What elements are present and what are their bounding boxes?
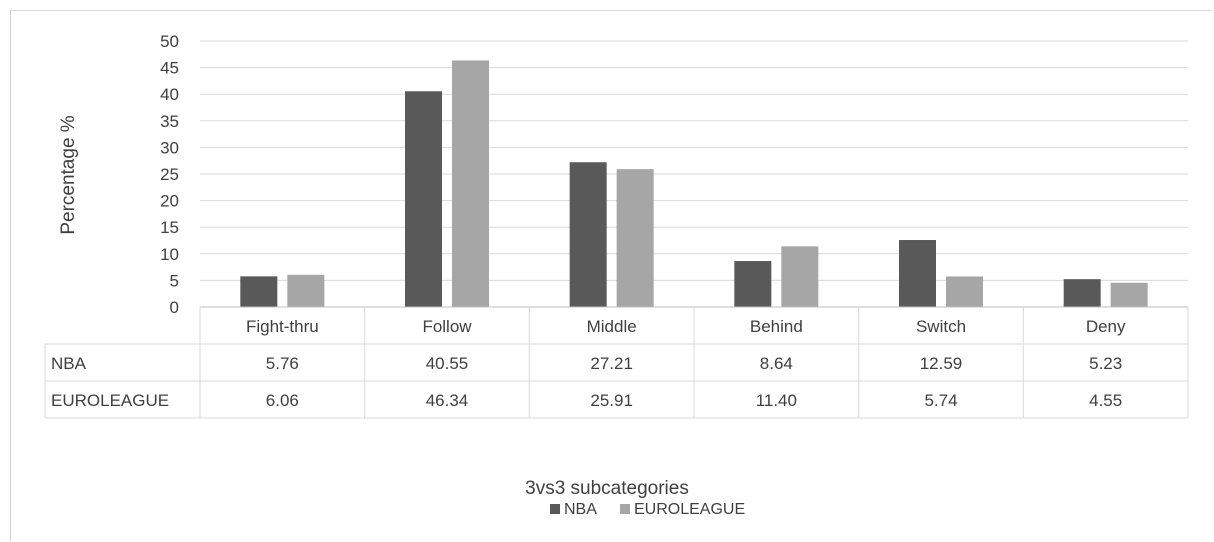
y-tick-label: 20 xyxy=(160,192,179,211)
legend: NBA EUROLEAGUE xyxy=(550,501,745,518)
bar-nba-deny xyxy=(1063,279,1101,307)
category-label: Deny xyxy=(1086,317,1126,336)
row-header-euroleague: EUROLEAGUE xyxy=(51,391,169,410)
gridlines xyxy=(200,40,1188,308)
category-label: Behind xyxy=(750,317,803,336)
y-tick-label: 50 xyxy=(160,32,179,51)
y-tick-label: 15 xyxy=(160,218,179,237)
legend-swatch-nba xyxy=(550,504,560,514)
category-label: Fight-thru xyxy=(246,317,319,336)
y-tick-label: 30 xyxy=(160,138,179,157)
data-label: 6.06 xyxy=(266,391,299,410)
row-header-nba: NBA xyxy=(51,354,87,373)
data-table: Fight-thru Follow Middle Behind Switch Deny NB… xyxy=(44,306,1189,419)
bar-euroleague-deny xyxy=(1110,282,1148,307)
bar-nba-fight-thru xyxy=(240,276,278,307)
bar-euroleague-middle xyxy=(616,169,654,307)
data-label: 25.91 xyxy=(590,391,633,410)
data-label: 4.55 xyxy=(1089,391,1122,410)
category-label: Middle xyxy=(587,317,637,336)
bar-nba-behind xyxy=(734,261,772,307)
legend-label-nba: NBA xyxy=(564,501,597,518)
data-label: 40.55 xyxy=(426,354,469,373)
bar-euroleague-behind xyxy=(781,246,819,307)
data-label: 5.76 xyxy=(266,354,299,373)
y-tick-label: 25 xyxy=(160,165,179,184)
bar-euroleague-fight-thru xyxy=(287,274,325,307)
category-label: Follow xyxy=(422,317,472,336)
y-tick-label: 40 xyxy=(160,85,179,104)
data-label: 5.23 xyxy=(1089,354,1122,373)
category-label: Switch xyxy=(916,317,966,336)
y-tick-label: 35 xyxy=(160,112,179,131)
data-label: 46.34 xyxy=(426,391,469,410)
bar-nba-switch xyxy=(899,240,936,307)
bar-euroleague-switch xyxy=(946,276,983,307)
legend-swatch-euroleague xyxy=(620,504,630,514)
data-label: 5.74 xyxy=(924,391,957,410)
data-label: 27.21 xyxy=(590,354,633,373)
data-label: 12.59 xyxy=(920,354,963,373)
data-label: 8.64 xyxy=(760,354,793,373)
y-axis-title: Percentage % xyxy=(58,115,79,234)
bar-nba-middle xyxy=(569,162,607,307)
y-tick-label: 0 xyxy=(170,298,179,317)
y-tick-label: 45 xyxy=(160,59,179,78)
y-tick-labels: 0 5 10 15 20 25 30 35 40 45 50 xyxy=(160,32,179,317)
y-tick-label: 5 xyxy=(170,271,179,290)
x-axis-title: 3vs3 subcategories xyxy=(525,478,689,499)
data-label: 11.40 xyxy=(756,391,797,410)
y-tick-label: 10 xyxy=(160,245,179,264)
legend-label-euroleague: EUROLEAGUE xyxy=(634,501,745,518)
bar-euroleague-follow xyxy=(452,60,489,308)
bar-nba-follow xyxy=(405,91,442,307)
chart-frame xyxy=(10,10,1211,541)
bars xyxy=(240,60,1148,308)
